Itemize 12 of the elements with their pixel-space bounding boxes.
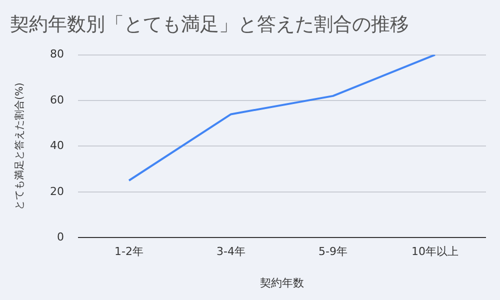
chart-title: 契約年数別「とても満足」と答えた割合の推移	[10, 13, 409, 36]
y-tick-label: 60	[50, 93, 64, 106]
y-tick-label: 0	[56, 230, 64, 244]
y-tick-label: 20	[50, 184, 64, 198]
y-tick-label: 80	[50, 48, 64, 61]
y-axis-title: とても満足と答えた割合(%)	[14, 82, 26, 210]
x-tick-label: 3-4年	[216, 245, 246, 258]
x-axis-title: 契約年数	[260, 276, 304, 290]
x-tick-label: 10年以上	[412, 245, 458, 258]
x-tick-label: 5-9年	[318, 245, 348, 258]
y-tick-label: 40	[50, 139, 64, 152]
x-tick-label: 1-2年	[114, 245, 144, 258]
